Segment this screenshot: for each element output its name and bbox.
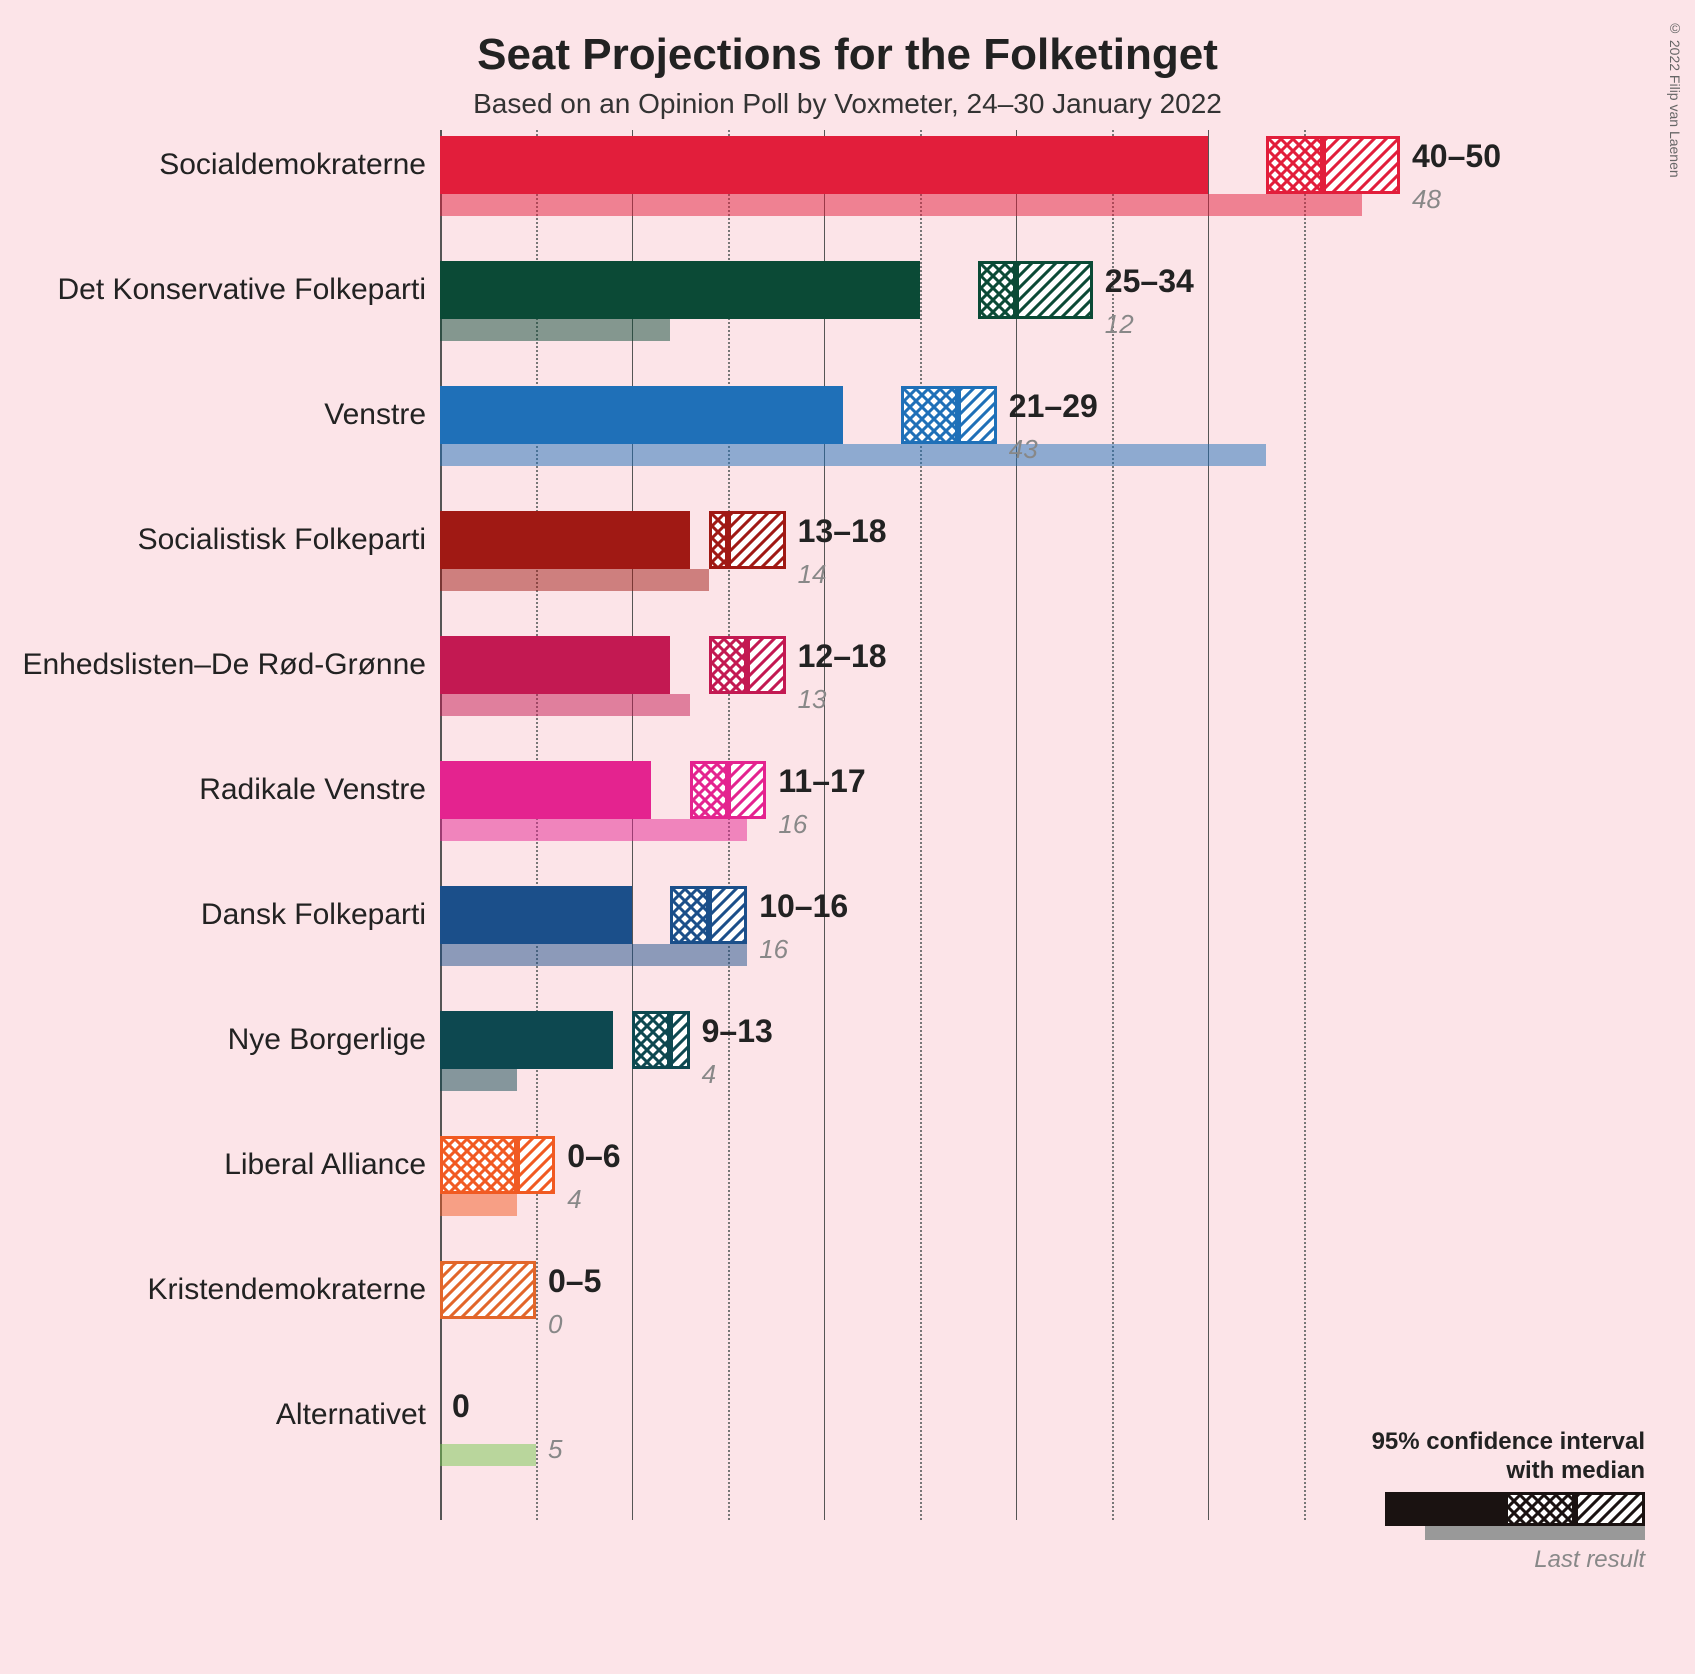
party-row: Kristendemokraterne 0–5 0 [0, 1261, 1695, 1361]
party-label: Kristendemokraterne [148, 1273, 426, 1307]
last-result-label: 0 [548, 1309, 562, 1340]
bar-median [440, 261, 920, 319]
legend-bar-diag [1575, 1492, 1645, 1526]
range-label: 9–13 [702, 1013, 773, 1050]
last-result-label: 12 [1105, 309, 1134, 340]
seat-projection-chart: Socialdemokraterne40–5048Det Konservativ… [0, 130, 1695, 1550]
party-label: Socialdemokraterne [159, 148, 426, 182]
party-label: Socialistisk Folkeparti [138, 523, 426, 557]
party-row: Enhedslisten–De Rød-Grønne 12–18 13 [0, 636, 1695, 736]
bar-ci-outer [747, 636, 785, 694]
bar-median [440, 511, 690, 569]
range-label: 40–50 [1412, 138, 1501, 175]
legend: 95% confidence interval with median Last… [1295, 1428, 1645, 1574]
legend-bar [1295, 1492, 1645, 1544]
party-row: Liberal Alliance 0–6 4 [0, 1136, 1695, 1236]
bar-ci-outer [670, 1011, 689, 1069]
bar-last-result [440, 694, 690, 716]
legend-last-label: Last result [1295, 1546, 1645, 1574]
bar-ci-outer [440, 1261, 536, 1319]
last-result-label: 48 [1412, 184, 1441, 215]
range-label: 10–16 [759, 888, 848, 925]
bar-ci-inner [690, 761, 728, 819]
last-result-label: 43 [1009, 434, 1038, 465]
legend-line2: with median [1506, 1457, 1645, 1484]
bar-median [440, 386, 843, 444]
party-row: Nye Borgerlige 9–13 4 [0, 1011, 1695, 1111]
range-label: 25–34 [1105, 263, 1194, 300]
range-label: 0–5 [548, 1263, 601, 1300]
bar-ci-outer [728, 511, 786, 569]
bar-ci-inner [1266, 136, 1324, 194]
bar-last-result [440, 1069, 517, 1091]
legend-bar-cross [1505, 1492, 1575, 1526]
range-label: 11–17 [778, 763, 865, 800]
party-row: Dansk Folkeparti 10–16 16 [0, 886, 1695, 986]
party-label: Dansk Folkeparti [201, 898, 426, 932]
bar-ci-inner [632, 1011, 670, 1069]
bar-ci-outer [958, 386, 996, 444]
bar-ci-outer [1323, 136, 1400, 194]
last-result-label: 13 [798, 684, 827, 715]
bar-ci-inner [709, 636, 747, 694]
bar-ci-outer [728, 761, 766, 819]
range-label: 0 [452, 1388, 470, 1425]
bar-last-result [440, 1444, 536, 1466]
bar-ci-outer [1016, 261, 1093, 319]
range-label: 12–18 [798, 638, 887, 675]
bar-ci-inner [440, 1136, 517, 1194]
last-result-label: 16 [759, 934, 788, 965]
bar-last-result [440, 944, 747, 966]
bar-median [440, 761, 651, 819]
bar-median [440, 1011, 613, 1069]
bar-last-result [440, 819, 747, 841]
range-label: 0–6 [567, 1138, 620, 1175]
last-result-label: 4 [702, 1059, 716, 1090]
bar-last-result [440, 569, 709, 591]
legend-bar-last [1425, 1526, 1645, 1540]
bar-ci-outer [709, 886, 747, 944]
party-label: Det Konservative Folkeparti [58, 273, 427, 307]
chart-subtitle: Based on an Opinion Poll by Voxmeter, 24… [0, 88, 1695, 120]
bar-median [440, 136, 1208, 194]
chart-title: Seat Projections for the Folketinget [0, 0, 1695, 80]
last-result-label: 16 [778, 809, 807, 840]
last-result-label: 14 [798, 559, 827, 590]
party-label: Venstre [324, 398, 426, 432]
bar-ci-inner [670, 886, 708, 944]
range-label: 13–18 [798, 513, 887, 550]
party-row: Radikale Venstre 11–17 16 [0, 761, 1695, 861]
party-row: Det Konservative Folkeparti 25–34 12 [0, 261, 1695, 361]
bar-last-result [440, 319, 670, 341]
party-label: Liberal Alliance [224, 1148, 426, 1182]
bar-median [440, 636, 670, 694]
legend-line1: 95% confidence interval [1372, 1428, 1645, 1455]
bar-ci-outer [517, 1136, 555, 1194]
bar-ci-inner [978, 261, 1016, 319]
bar-ci-inner [901, 386, 959, 444]
party-label: Enhedslisten–De Rød-Grønne [22, 648, 426, 682]
range-label: 21–29 [1009, 388, 1098, 425]
party-label: Nye Borgerlige [228, 1023, 426, 1057]
legend-title: 95% confidence interval with median [1295, 1428, 1645, 1486]
bar-last-result [440, 444, 1266, 466]
bar-ci-inner [709, 511, 728, 569]
party-row: Socialistisk Folkeparti 13–18 14 [0, 511, 1695, 611]
party-row: Socialdemokraterne 40–50 48 [0, 136, 1695, 236]
party-label: Alternativet [276, 1398, 426, 1432]
legend-bar-solid [1385, 1492, 1505, 1526]
party-label: Radikale Venstre [199, 773, 426, 807]
bar-last-result [440, 1194, 517, 1216]
bar-last-result [440, 194, 1362, 216]
bar-median [440, 886, 632, 944]
last-result-label: 4 [567, 1184, 581, 1215]
last-result-label: 5 [548, 1434, 562, 1465]
party-row: Venstre 21–29 43 [0, 386, 1695, 486]
